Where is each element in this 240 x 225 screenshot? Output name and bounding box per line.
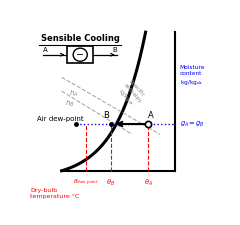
Text: Sensible Cooling: Sensible Cooling xyxy=(41,34,120,43)
Text: $h_B$: $h_B$ xyxy=(65,99,75,109)
Text: A: A xyxy=(43,47,48,53)
Text: Dry-bulb
temperature °C: Dry-bulb temperature °C xyxy=(30,188,79,199)
Text: Moisture
content
kg/kg$_{da}$: Moisture content kg/kg$_{da}$ xyxy=(180,65,205,86)
Circle shape xyxy=(73,48,87,61)
Text: $h_A$: $h_A$ xyxy=(69,89,78,99)
Text: $\theta_{dew\ point}$: $\theta_{dew\ point}$ xyxy=(73,178,99,188)
Text: −: − xyxy=(76,50,84,60)
Text: Air dew-point: Air dew-point xyxy=(36,116,83,122)
Text: A: A xyxy=(148,111,154,120)
Text: B: B xyxy=(112,47,117,53)
Text: $\theta_A$: $\theta_A$ xyxy=(144,178,153,188)
Bar xyxy=(67,46,93,63)
Text: $\theta_B$: $\theta_B$ xyxy=(106,178,115,188)
Text: B: B xyxy=(103,111,109,120)
Text: Specific
enthalpy
kJ/kg$_{da}$: Specific enthalpy kJ/kg$_{da}$ xyxy=(116,79,147,111)
Text: $g_A=g_B$: $g_A=g_B$ xyxy=(180,119,204,129)
